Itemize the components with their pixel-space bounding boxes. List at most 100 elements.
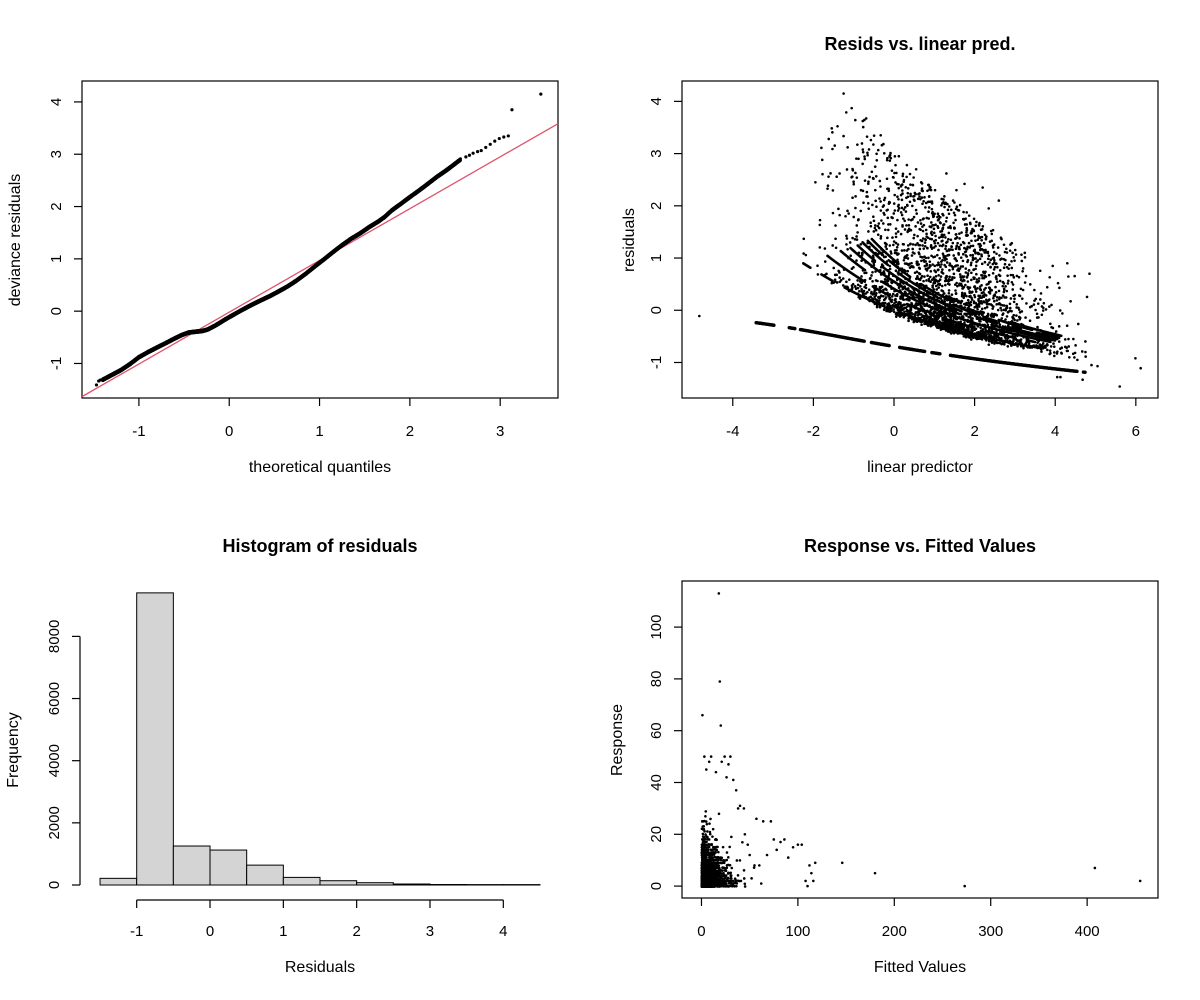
x-tick-label: 1 bbox=[315, 423, 323, 440]
data-point bbox=[1003, 304, 1006, 307]
data-point bbox=[947, 212, 951, 216]
data-point bbox=[974, 252, 977, 255]
data-point bbox=[804, 253, 808, 257]
data-point bbox=[866, 151, 869, 155]
data-point bbox=[981, 323, 985, 327]
data-point bbox=[977, 294, 980, 298]
x-tick-label: 6 bbox=[1132, 423, 1140, 440]
data-point bbox=[967, 241, 971, 245]
data-point bbox=[966, 260, 969, 264]
data-point bbox=[984, 298, 988, 302]
data-point bbox=[903, 314, 907, 317]
data-point bbox=[930, 230, 933, 234]
data-point bbox=[969, 263, 973, 267]
data-point bbox=[977, 313, 981, 316]
data-point bbox=[887, 258, 890, 262]
data-point bbox=[995, 322, 999, 325]
data-point bbox=[982, 276, 986, 280]
data-point bbox=[960, 299, 964, 303]
data-point bbox=[924, 201, 928, 205]
data-point bbox=[863, 179, 867, 182]
data-point bbox=[932, 276, 936, 279]
data-point bbox=[1059, 347, 1062, 351]
data-point bbox=[1011, 288, 1015, 291]
data-point bbox=[942, 201, 945, 204]
data-point bbox=[890, 287, 893, 291]
data-point bbox=[866, 241, 869, 245]
data-point bbox=[1002, 320, 1005, 323]
data-point bbox=[916, 221, 920, 224]
data-point bbox=[1021, 331, 1025, 335]
data-point bbox=[829, 172, 832, 175]
data-point bbox=[980, 235, 984, 239]
data-point bbox=[895, 246, 899, 249]
data-point bbox=[971, 319, 974, 323]
data-point bbox=[960, 310, 963, 313]
data-point bbox=[901, 292, 905, 296]
data-point bbox=[1026, 337, 1029, 341]
data-point bbox=[872, 215, 875, 219]
data-point bbox=[911, 204, 914, 208]
data-point bbox=[1020, 259, 1024, 263]
data-point bbox=[874, 224, 877, 227]
data-point bbox=[984, 294, 988, 297]
data-point bbox=[1025, 302, 1028, 305]
data-point bbox=[962, 275, 966, 278]
data-point bbox=[930, 207, 934, 211]
data-point bbox=[900, 198, 904, 202]
data-point bbox=[992, 305, 995, 308]
data-point bbox=[935, 253, 939, 257]
data-point bbox=[974, 290, 978, 293]
data-point bbox=[897, 186, 901, 190]
data-point bbox=[502, 135, 506, 139]
data-point bbox=[961, 217, 965, 221]
data-point bbox=[866, 153, 869, 157]
data-point bbox=[903, 249, 906, 252]
data-point bbox=[1015, 314, 1018, 317]
data-point bbox=[881, 205, 885, 208]
data-point bbox=[984, 270, 987, 274]
data-point bbox=[994, 285, 997, 289]
data-point bbox=[876, 252, 880, 256]
data-point bbox=[861, 148, 865, 151]
data-point bbox=[894, 232, 898, 235]
data-point bbox=[908, 200, 912, 204]
data-point bbox=[993, 265, 997, 269]
data-point bbox=[1059, 334, 1063, 338]
data-point bbox=[1052, 345, 1056, 348]
data-point bbox=[861, 162, 864, 166]
data-point bbox=[923, 275, 926, 278]
data-point bbox=[1067, 345, 1071, 348]
data-point bbox=[905, 249, 909, 252]
data-point bbox=[929, 186, 932, 189]
data-point bbox=[918, 227, 921, 231]
data-point bbox=[977, 277, 981, 280]
data-point bbox=[1053, 351, 1056, 354]
data-point bbox=[852, 182, 856, 186]
data-point bbox=[987, 254, 991, 258]
data-point bbox=[881, 253, 884, 257]
data-point bbox=[983, 251, 986, 254]
data-point bbox=[833, 278, 837, 281]
data-point bbox=[910, 315, 913, 319]
data-point bbox=[991, 271, 995, 275]
data-point bbox=[954, 264, 958, 267]
data-point bbox=[1012, 255, 1016, 259]
data-point bbox=[1012, 300, 1016, 304]
data-point bbox=[917, 307, 920, 311]
data-point bbox=[956, 284, 959, 288]
data-point bbox=[1017, 294, 1021, 297]
data-point bbox=[859, 285, 862, 288]
data-point bbox=[883, 280, 886, 284]
data-point bbox=[841, 277, 845, 280]
data-point bbox=[902, 180, 905, 184]
data-point bbox=[881, 304, 884, 308]
data-point bbox=[1016, 319, 1019, 322]
data-point bbox=[873, 165, 877, 168]
data-point bbox=[944, 304, 947, 308]
data-point bbox=[894, 264, 898, 267]
data-point bbox=[947, 305, 950, 308]
data-point bbox=[980, 313, 984, 316]
data-point bbox=[979, 228, 983, 232]
data-point bbox=[879, 237, 883, 240]
